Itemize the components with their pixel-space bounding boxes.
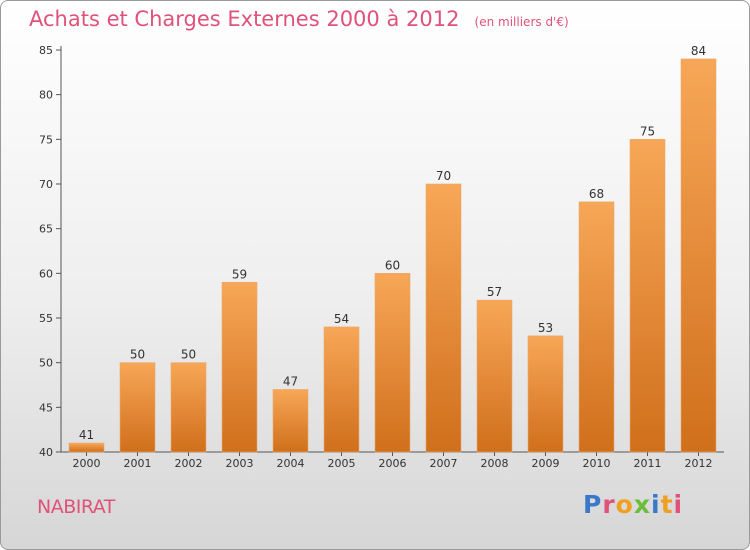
x-tick-label: 2005 — [328, 457, 356, 470]
y-tick-label: 50 — [39, 357, 53, 370]
x-tick-label: 2007 — [430, 457, 458, 470]
x-tick-label: 2008 — [481, 457, 509, 470]
logo-letter: x — [633, 490, 651, 519]
y-tick-label: 55 — [39, 312, 53, 325]
logo-letter: i — [651, 490, 661, 519]
y-tick-label: 75 — [39, 133, 53, 146]
bar-value-label: 84 — [691, 44, 706, 58]
bar — [323, 326, 360, 453]
bar — [680, 58, 717, 453]
bar-value-label: 57 — [487, 285, 502, 299]
x-tick-label: 2011 — [634, 457, 662, 470]
bar-value-label: 54 — [334, 312, 349, 326]
y-tick-label: 80 — [39, 89, 53, 102]
bar — [476, 299, 513, 453]
bar-value-label: 41 — [79, 428, 94, 442]
bar-value-label: 59 — [232, 267, 247, 281]
proxiti-logo: Proxiti — [583, 490, 683, 519]
bar-value-label: 70 — [436, 169, 451, 183]
x-tick-label: 2006 — [379, 457, 407, 470]
bar-value-label: 68 — [589, 187, 604, 201]
bar-value-label: 75 — [640, 124, 655, 138]
y-tick-label: 60 — [39, 267, 53, 280]
y-tick-label: 70 — [39, 178, 53, 191]
bar — [272, 389, 309, 453]
logo-letter: o — [615, 490, 634, 519]
chart-title: Achats et Charges Externes 2000 à 2012 — [29, 7, 460, 31]
bar — [68, 442, 105, 453]
y-tick-label: 85 — [39, 44, 53, 57]
x-tick-label: 2009 — [532, 457, 560, 470]
bar — [221, 281, 258, 453]
bar-value-label: 50 — [181, 348, 196, 362]
x-tick-label: 2001 — [124, 457, 152, 470]
bar-value-label: 60 — [385, 258, 400, 272]
title-block: Achats et Charges Externes 2000 à 2012 (… — [29, 7, 569, 31]
commune-name: NABIRAT — [37, 496, 115, 518]
y-tick-label: 45 — [39, 401, 53, 414]
bar — [527, 335, 564, 453]
x-tick-label: 2002 — [175, 457, 203, 470]
bar — [119, 362, 156, 453]
bar — [170, 362, 207, 453]
bar-value-label: 53 — [538, 321, 553, 335]
x-tick-label: 2010 — [583, 457, 611, 470]
logo-letter: i — [673, 490, 684, 519]
x-tick-label: 2000 — [73, 457, 101, 470]
y-tick-label: 40 — [39, 446, 53, 459]
x-tick-label: 2003 — [226, 457, 254, 470]
x-tick-label: 2004 — [277, 457, 305, 470]
bars — [68, 58, 717, 453]
bar — [425, 183, 462, 453]
bar — [578, 201, 615, 453]
logo-letter: P — [583, 490, 603, 519]
x-tick-label: 2012 — [685, 457, 713, 470]
bar-value-label: 50 — [130, 348, 145, 362]
data-labels: 2000 41 2001 50 2002 50 2003 59 2004 47 2005 54 2006… — [73, 44, 713, 470]
bar — [629, 139, 666, 453]
bar-value-label: 47 — [283, 374, 298, 388]
unit-note: (en milliers d'€) — [474, 15, 569, 29]
y-tick-label: 65 — [39, 223, 53, 236]
bar — [374, 273, 411, 453]
logo-letter: r — [602, 490, 616, 519]
logo-letter: t — [660, 490, 674, 519]
